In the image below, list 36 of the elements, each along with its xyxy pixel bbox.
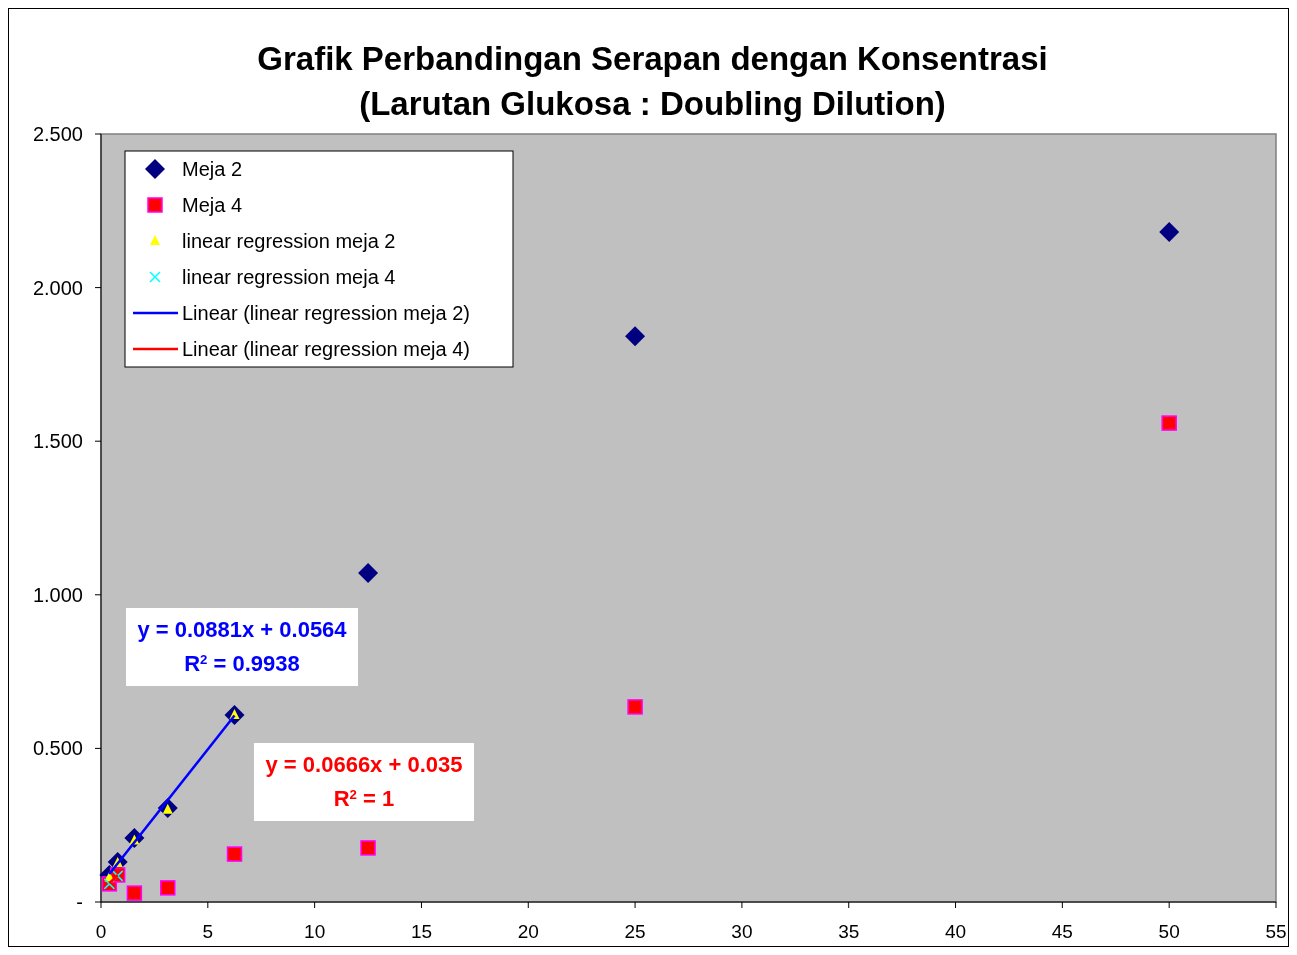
y-tick-label: 2.000: [32, 276, 83, 299]
x-tick-label: 15: [410, 921, 433, 942]
x-tick-label: 40: [944, 921, 967, 942]
legend-label: linear regression meja 2: [182, 230, 396, 252]
point: [627, 699, 643, 715]
point: [126, 885, 143, 901]
point: [1161, 415, 1177, 431]
y-tick-label: -: [76, 891, 83, 913]
y-tick-label: 1.000: [32, 583, 83, 606]
annotation: y = 0.0666x + 0.035 R$^{2}$ = 1: [265, 752, 463, 811]
legend-label: Linear (linear regression meja 4): [182, 338, 470, 360]
annotation: y = 0.0881x + 0.0564 R$^{2}$ = 0.9938: [137, 617, 348, 676]
x-tick-label: 20: [517, 921, 539, 942]
x-tick-label: 0: [95, 921, 107, 942]
x-tick-label: 5: [202, 921, 214, 942]
x-tick-label: 55: [1265, 921, 1287, 942]
point: [360, 840, 376, 856]
y-tick-label: 2.500: [32, 123, 83, 145]
x-tick-label: 30: [731, 921, 753, 942]
point: [625, 326, 646, 347]
legend-label: Meja 4: [182, 194, 243, 216]
point: [160, 880, 176, 896]
chart-title: Grafik Perbandingan Serapan dengan Konsentrasi (Larutan Glukosa : Doubling Dilution): [257, 40, 1048, 122]
x-tick-label: 25: [624, 921, 646, 942]
x-tick-label: 50: [1158, 921, 1180, 942]
legend-label: Meja 2: [182, 158, 243, 180]
x-tick-label: 45: [1051, 921, 1073, 942]
point: [226, 846, 243, 862]
x-tick-label: 35: [838, 921, 860, 942]
legend-label: Linear (linear regression meja 2): [182, 302, 470, 324]
y-tick-label: 0.500: [32, 737, 83, 760]
y-tick-label: 1.500: [32, 430, 83, 453]
point: [1159, 222, 1180, 242]
point: [358, 562, 379, 583]
x-tick-label: 10: [304, 921, 326, 942]
legend-label: linear regression meja 4: [182, 266, 396, 288]
